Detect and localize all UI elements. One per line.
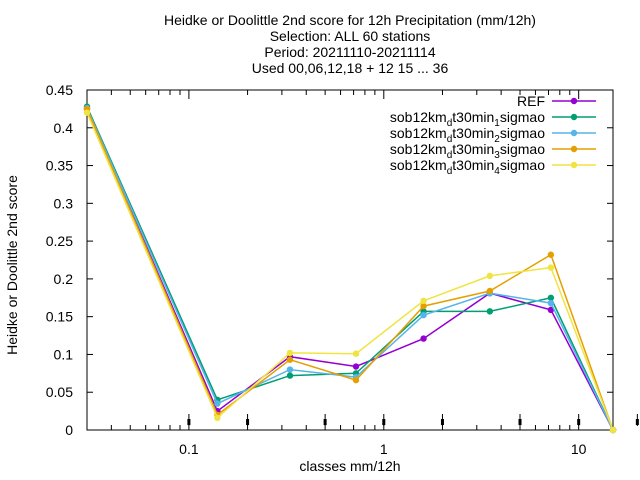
- data-point: [83, 109, 91, 116]
- plot-frame: [86, 89, 614, 431]
- series-line-1: [86, 108, 614, 431]
- legend-label: sob12kmdt30min1sigmao: [390, 109, 545, 129]
- data-point: [420, 297, 427, 304]
- data-point: [214, 400, 221, 407]
- x-tick-label: 1: [380, 441, 388, 457]
- data-point: [486, 287, 494, 295]
- legend-marker: [570, 97, 578, 105]
- title-line: Period: 20211110-20211114: [264, 44, 435, 60]
- class-marker-head: [440, 419, 444, 425]
- series-line-5: [86, 112, 614, 431]
- data-point: [352, 350, 360, 357]
- y-tick-label: 0.25: [46, 233, 73, 249]
- y-tick-label: 0.15: [46, 309, 73, 325]
- legend-marker: [570, 161, 578, 169]
- data-point: [286, 356, 294, 363]
- data-point: [547, 251, 555, 258]
- class-marker-head: [382, 419, 386, 425]
- x-tick-label: 0.1: [179, 441, 199, 457]
- legend-marker: [570, 145, 578, 153]
- class-marker-head: [518, 419, 522, 425]
- y-axis: 0 0.05 0.1 0.15 0.2 0.25 0.3 0.35 0.4 0.45: [46, 82, 613, 438]
- y-tick-label: 0.1: [54, 346, 74, 362]
- data-point: [352, 376, 360, 384]
- data-point: [547, 306, 555, 314]
- x-axis-label: classes mm/12h: [299, 458, 400, 474]
- y-tick-label: 0.05: [46, 384, 73, 400]
- legend-marker: [570, 113, 578, 121]
- legend-marker: [570, 129, 578, 137]
- data-point: [214, 414, 221, 422]
- class-marker-head: [577, 419, 581, 425]
- data-point: [420, 311, 427, 319]
- data-point: [420, 335, 427, 342]
- data-point: [609, 426, 617, 434]
- data-point: [486, 272, 494, 280]
- data-point: [286, 366, 294, 373]
- data-point: [352, 363, 360, 370]
- legend-label: sob12kmdt30min3sigmao: [390, 141, 545, 161]
- class-marker-head: [323, 419, 327, 425]
- legend-label: REF: [517, 93, 545, 109]
- class-marker-head: [635, 419, 639, 425]
- y-tick-label: 0.4: [54, 120, 74, 136]
- series-layer: [83, 103, 617, 434]
- y-tick-label: 0.35: [46, 158, 73, 174]
- data-point: [420, 302, 427, 310]
- legend: REFsob12kmdt30min1sigmaosob12kmdt30min2s…: [390, 93, 596, 177]
- legend-label: sob12kmdt30min4sigmao: [390, 157, 545, 177]
- data-point: [486, 308, 494, 315]
- data-point: [286, 349, 294, 357]
- series-line-3: [86, 107, 614, 431]
- y-tick-label: 0.2: [54, 271, 74, 287]
- y-tick-label: 0.45: [46, 82, 73, 98]
- x-tick-label: 10: [571, 441, 587, 457]
- title-line: Selection: ALL 60 stations: [270, 28, 431, 44]
- x-axis-markers: [187, 414, 639, 426]
- data-point: [547, 294, 555, 301]
- title-line: Heidke or Doolittle 2nd score for 12h Pr…: [164, 12, 536, 28]
- y-tick-label: 0: [65, 422, 73, 438]
- y-axis-label: Heidke or Doolittle 2nd score: [4, 175, 20, 355]
- x-axis: 0.1 1 10: [86, 90, 587, 457]
- data-point: [286, 372, 294, 379]
- y-tick-label: 0.3: [54, 195, 74, 211]
- title-line: Used 00,06,12,18 + 12 15 ... 36: [252, 60, 449, 76]
- data-point: [547, 264, 555, 271]
- data-point: [547, 299, 555, 307]
- legend-label: sob12kmdt30min2sigmao: [390, 125, 545, 145]
- chart-title: Heidke or Doolittle 2nd score for 12h Pr…: [164, 12, 536, 76]
- series-line-4: [86, 108, 614, 431]
- class-marker-head: [187, 419, 191, 425]
- class-marker-head: [246, 419, 250, 425]
